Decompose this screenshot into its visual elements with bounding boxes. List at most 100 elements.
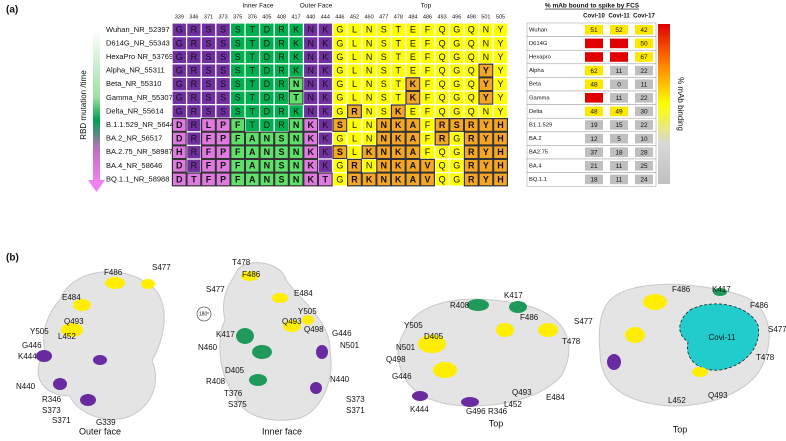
residue-cell — [376, 172, 392, 187]
residue-cell — [493, 145, 509, 160]
residue: Y — [483, 65, 489, 75]
residue-cell — [463, 172, 479, 187]
fcs-cell — [635, 79, 653, 89]
fcs-cell — [585, 25, 603, 35]
residue-cell — [172, 104, 187, 119]
variant-name: Gamma_NR_55307 — [106, 93, 173, 102]
residue-cell — [318, 131, 333, 146]
residue: N — [380, 174, 387, 184]
residue-label: T376 — [224, 389, 243, 398]
table-title: % mAb bound to spike by FCS — [545, 3, 640, 10]
fcs-value: 50 — [640, 41, 648, 48]
residue: K — [366, 174, 373, 184]
residue: F — [425, 133, 431, 143]
residue-label: T478 — [232, 258, 251, 267]
residue-cell — [215, 77, 231, 91]
row-name: D614G — [529, 41, 548, 47]
residue: T — [191, 174, 197, 184]
residue: T — [323, 174, 329, 184]
residue-cell — [230, 145, 246, 160]
residue-cell — [449, 77, 464, 91]
residue: G — [176, 106, 183, 116]
residue-cell — [361, 145, 377, 160]
fcs-cell — [585, 106, 603, 117]
residue-cell — [201, 131, 217, 146]
residue: N — [293, 79, 300, 89]
residue: G — [176, 93, 183, 103]
residue: Q — [468, 65, 475, 75]
residue: D — [264, 79, 271, 89]
binding-gradient — [658, 24, 670, 184]
position-number: 371 — [204, 14, 213, 20]
residue: L — [352, 25, 357, 35]
residue-cell — [215, 104, 231, 119]
residue: A — [249, 161, 256, 171]
residue: A — [249, 174, 256, 184]
residue-cell — [230, 158, 246, 173]
fcs-cell — [610, 147, 628, 157]
residue: Q — [439, 52, 446, 62]
residue: S — [337, 120, 343, 130]
residue-cell — [303, 23, 318, 37]
fcs-value: 22 — [640, 95, 648, 102]
residue-label: F486 — [750, 301, 769, 310]
residue-cell — [493, 117, 509, 132]
residue-cell — [274, 158, 290, 173]
variant-name: D614G_NR_55343 — [106, 38, 170, 47]
residue: K — [410, 93, 417, 103]
residue-cell — [361, 91, 377, 105]
fcs-cell — [635, 38, 653, 49]
fcs-cell — [635, 161, 653, 171]
residue-cell — [420, 131, 435, 146]
antibody-label: Covi-11 — [709, 333, 737, 342]
row-name: B1.1.529 — [529, 123, 552, 129]
residue-cell — [303, 117, 319, 132]
fcs-cell — [635, 147, 653, 157]
residue: N — [307, 79, 314, 89]
residue: G — [176, 25, 183, 35]
residue: K — [322, 120, 328, 130]
residue-cell — [478, 158, 494, 173]
position-number: 484 — [408, 14, 417, 20]
fcs-cell — [585, 120, 603, 130]
residue: N — [366, 93, 373, 103]
residue-cell — [201, 158, 217, 173]
position-number: 452 — [350, 14, 359, 20]
residue-label: Y505 — [30, 327, 49, 336]
residue: A — [249, 133, 256, 143]
residue: D — [264, 25, 271, 35]
view-caption: Outer face — [79, 426, 121, 436]
residue: L — [352, 93, 357, 103]
residue: F — [425, 106, 431, 116]
fcs-cell — [635, 174, 653, 185]
residue: G — [453, 79, 460, 89]
position-number: 408 — [277, 14, 286, 20]
residue: Q — [468, 79, 475, 89]
residue-cell — [215, 145, 231, 160]
residue: N — [366, 161, 373, 171]
residue-cell — [230, 104, 245, 119]
residue: R — [468, 147, 475, 157]
residue-cell — [274, 118, 289, 132]
residue-cell — [332, 145, 348, 160]
residue: R — [278, 52, 285, 62]
residue: Q — [439, 38, 446, 48]
residue-cell — [347, 50, 362, 64]
residue-cell — [391, 36, 406, 51]
legend-label: % mAb binding — [676, 77, 685, 131]
residue-cell — [244, 172, 260, 187]
residue-cell — [288, 36, 304, 51]
residue: R — [278, 106, 285, 116]
residue: S — [205, 25, 211, 35]
residue-cell — [303, 91, 318, 105]
residue-cell — [434, 50, 450, 64]
residue: R — [278, 79, 285, 89]
residue-cell — [274, 172, 290, 187]
residue: K — [307, 147, 314, 157]
residue: S — [220, 38, 226, 48]
residue: G — [336, 106, 343, 116]
residue: V — [424, 161, 430, 171]
residue-cell — [493, 77, 508, 91]
residue: G — [176, 52, 183, 62]
residue-cell — [347, 118, 362, 132]
